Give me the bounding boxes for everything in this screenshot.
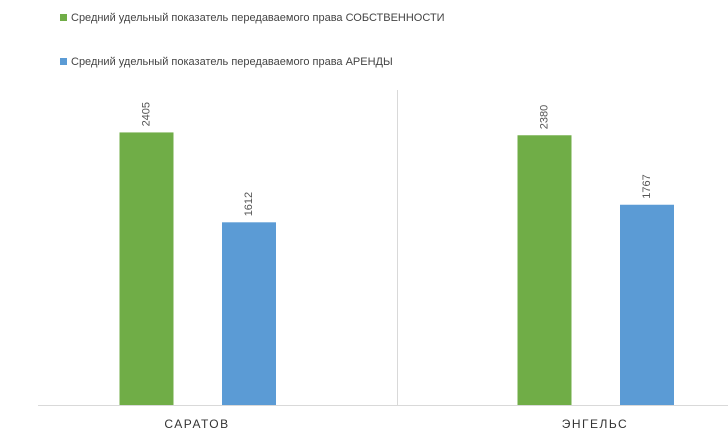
value-label: 1767 <box>641 174 653 198</box>
value-label: 2380 <box>538 105 550 129</box>
bar <box>222 222 276 405</box>
legend-label: Средний удельный показатель передаваемог… <box>71 56 393 68</box>
bar <box>620 204 674 405</box>
bar <box>119 132 174 405</box>
legend-swatch <box>60 14 67 21</box>
bar <box>517 135 572 405</box>
legend-swatch <box>60 58 67 65</box>
legend-label: Средний удельный показатель передаваемог… <box>71 12 445 24</box>
value-label: 2405 <box>140 102 152 126</box>
value-label: 1612 <box>243 192 255 216</box>
x-tick-label: ЭНГЕЛЬС <box>562 417 628 431</box>
x-tick-label: САРАТОВ <box>164 417 229 431</box>
